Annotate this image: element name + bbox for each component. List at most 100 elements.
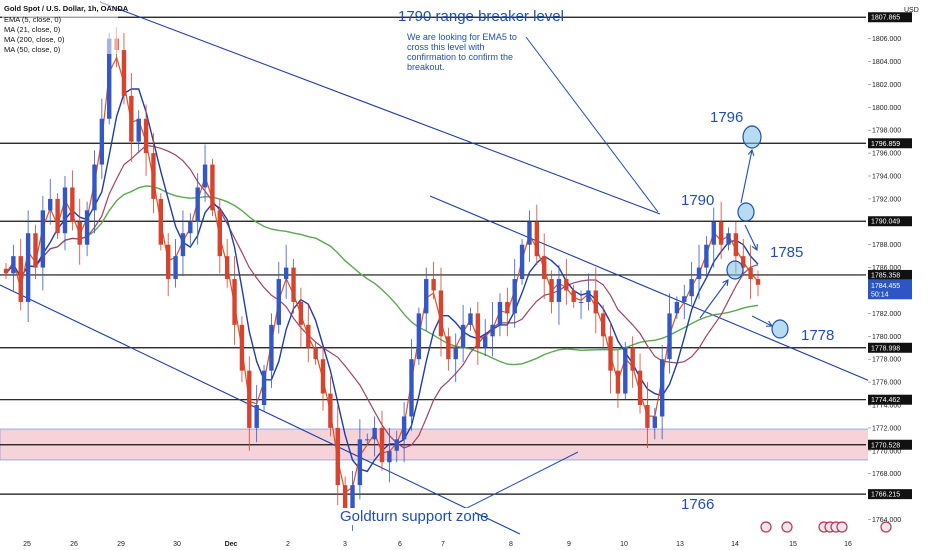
candle-body-33[interactable]	[247, 370, 252, 428]
candle-body-100[interactable]	[741, 256, 746, 268]
candle-body-29[interactable]	[217, 210, 223, 257]
time-axis[interactable]	[0, 536, 932, 550]
candle-body-74[interactable]	[549, 279, 554, 302]
target-circle-0[interactable]	[742, 125, 762, 149]
candle-body-40[interactable]	[298, 301, 304, 325]
candle-body-30[interactable]	[224, 256, 230, 280]
candle-body-53[interactable]	[394, 439, 399, 451]
candle-body-97[interactable]	[718, 221, 724, 245]
candle-body-21[interactable]	[158, 198, 164, 245]
candle-body-90[interactable]	[667, 313, 672, 360]
candle-body-28[interactable]	[210, 164, 215, 211]
candle-body-26[interactable]	[195, 187, 200, 222]
candle-body-47[interactable]	[350, 485, 355, 509]
candle-body-61[interactable]	[453, 347, 458, 360]
candle-body-7[interactable]	[55, 198, 60, 234]
candle-body-94[interactable]	[696, 267, 702, 280]
candle-body-84[interactable]	[623, 347, 628, 394]
candle-body-95[interactable]	[704, 244, 709, 268]
candle-body-92[interactable]	[682, 296, 687, 302]
candle-body-50[interactable]	[372, 427, 377, 440]
candle-body-34[interactable]	[254, 405, 259, 428]
trendline-upper-b[interactable]	[429, 195, 897, 393]
candle-body-35[interactable]	[261, 370, 267, 405]
candle-body-77[interactable]	[571, 290, 576, 302]
event-flag-icon[interactable]	[836, 521, 848, 533]
candle-body-83[interactable]	[615, 370, 621, 394]
candle-body-49[interactable]	[365, 439, 370, 441]
candle-body-39[interactable]	[291, 267, 296, 302]
trendline-lower[interactable]	[0, 284, 521, 535]
candle-body-67[interactable]	[497, 301, 503, 325]
candle-body-42[interactable]	[313, 347, 318, 360]
candle-body-45[interactable]	[335, 427, 340, 486]
candle-body-52[interactable]	[387, 450, 392, 463]
candle-body-9[interactable]	[70, 187, 75, 222]
candle-body-87[interactable]	[645, 405, 650, 428]
candle-body-91[interactable]	[674, 301, 680, 314]
candle-body-4[interactable]	[33, 233, 38, 268]
target-circle-1[interactable]	[737, 202, 755, 222]
candle-body-64[interactable]	[475, 313, 481, 348]
candle-body-58[interactable]	[431, 279, 436, 291]
candle-body-51[interactable]	[379, 427, 385, 463]
candle-body-59[interactable]	[438, 290, 444, 337]
candle-body-41[interactable]	[306, 324, 311, 348]
candle-body-69[interactable]	[512, 279, 517, 314]
candle-body-32[interactable]	[239, 324, 245, 371]
candle-body-62[interactable]	[460, 324, 466, 348]
candle-body-23[interactable]	[173, 256, 178, 280]
candle-body-11[interactable]	[84, 210, 90, 245]
candle-body-56[interactable]	[416, 313, 422, 360]
candle-body-14[interactable]	[107, 38, 112, 119]
candle-body-27[interactable]	[202, 164, 208, 188]
candle-body-102[interactable]	[755, 279, 761, 285]
candle-body-38[interactable]	[283, 267, 289, 280]
candle-body-16[interactable]	[121, 50, 127, 96]
candle-body-37[interactable]	[276, 279, 281, 325]
event-flag-icon[interactable]	[880, 521, 892, 533]
candle-body-44[interactable]	[328, 393, 333, 428]
candle-body-46[interactable]	[342, 485, 348, 509]
candle-body-63[interactable]	[468, 313, 473, 325]
candle-body-66[interactable]	[490, 324, 495, 337]
candle-body-76[interactable]	[564, 279, 569, 291]
candle-body-55[interactable]	[409, 359, 414, 417]
event-flag-icon[interactable]	[781, 521, 793, 533]
candle-body-25[interactable]	[188, 221, 193, 234]
candle-body-68[interactable]	[505, 301, 510, 314]
event-flag-icon[interactable]	[760, 521, 772, 533]
candle-body-8[interactable]	[62, 187, 68, 234]
candle-body-80[interactable]	[593, 290, 599, 314]
candle-body-93[interactable]	[689, 279, 694, 297]
candle-body-18[interactable]	[136, 118, 141, 142]
candle-body-98[interactable]	[726, 233, 731, 245]
candle-body-17[interactable]	[129, 95, 134, 142]
candle-body-19[interactable]	[143, 118, 149, 154]
candle-body-48[interactable]	[357, 439, 363, 486]
candle-body-79[interactable]	[586, 290, 591, 302]
candle-body-2[interactable]	[18, 256, 23, 302]
candle-body-0[interactable]	[3, 268, 9, 274]
candle-body-72[interactable]	[534, 221, 540, 257]
candle-body-81[interactable]	[600, 313, 606, 337]
candle-body-1[interactable]	[11, 256, 16, 274]
candle-body-88[interactable]	[652, 416, 657, 428]
candle-body-86[interactable]	[637, 370, 643, 405]
candle-body-101[interactable]	[748, 267, 753, 280]
candle-body-82[interactable]	[608, 336, 613, 371]
candle-body-12[interactable]	[92, 164, 97, 211]
candle-body-20[interactable]	[151, 153, 156, 199]
candle-body-96[interactable]	[711, 221, 716, 245]
candle-body-22[interactable]	[165, 244, 171, 280]
candle-body-71[interactable]	[527, 221, 532, 245]
candle-body-65[interactable]	[483, 336, 488, 348]
candle-body-54[interactable]	[401, 416, 407, 440]
candle-body-10[interactable]	[77, 221, 82, 245]
candle-body-6[interactable]	[48, 198, 53, 211]
candle-body-13[interactable]	[99, 118, 105, 165]
candle-body-60[interactable]	[446, 336, 451, 360]
target-circle-2[interactable]	[726, 260, 744, 280]
candle-body-3[interactable]	[25, 233, 31, 302]
